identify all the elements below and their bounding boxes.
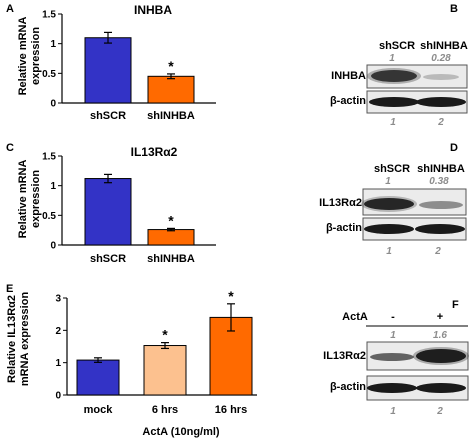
chart-a-ylabel-line1: Relative mRNA (17, 17, 29, 96)
chart-c-significance-star: * (168, 212, 174, 228)
chart-e-ytick-label: 3 (55, 294, 61, 305)
blot-b-row1-label: INHBA (331, 70, 366, 82)
panel-letter-a: A (6, 3, 14, 15)
blot-d-row1-label: IL13Rα2 (319, 197, 362, 209)
chart-a-ytick-label: 0 (50, 99, 56, 110)
blot-b-quant-1: 1 (389, 53, 395, 64)
chart-a-ytick-label: 1 (50, 39, 56, 50)
chart-e-ytick-label: 2 (55, 326, 61, 337)
blot-d-quant-1: 1 (385, 176, 391, 187)
chart-a-ylabel-line2: expression (30, 27, 42, 85)
blot-f-lane-1-label: - (391, 311, 395, 323)
blot-f-quant-1: 1 (390, 330, 396, 341)
blot-f-lane-number-1: 1 (390, 406, 396, 417)
chart-a-bar (84, 37, 132, 104)
blot-b-lane-2-label: shINHBA (420, 40, 468, 52)
blot-b-band-row-2 (366, 90, 468, 114)
panel-letter-c: C (6, 142, 14, 154)
panel-c: C Relative mRNA expression IL13Rα2 0 0.5 1… (6, 142, 216, 265)
chart-a-category-label: shSCR (90, 110, 126, 122)
chart-c-ytick-label: 0 (50, 241, 56, 252)
panel-letter-e: E (6, 283, 13, 295)
chart-c-title: IL13Rα2 (131, 145, 178, 159)
blot-d-lane-1-label: shSCR (374, 163, 410, 175)
chart-e-category-label: 16 hrs (215, 404, 247, 416)
blot-d-band-row-1 (361, 188, 467, 216)
chart-e-category-label: mock (84, 404, 114, 416)
chart-c-category-label: shINHBA (147, 253, 195, 265)
chart-a-ytick-label: 1.5 (42, 10, 56, 21)
chart-e-significance-star: * (162, 327, 168, 343)
blot-f-lane-number-2: 2 (436, 406, 443, 417)
chart-e-ylabel-line2: mRNA expression (19, 292, 31, 387)
chart-c-ytick-label: 1.5 (42, 152, 56, 163)
chart-c-ytick-label: 0.5 (42, 211, 56, 222)
blot-f-lane-2-label: + (437, 311, 443, 323)
blot-b-quant-2: 0.28 (431, 53, 451, 64)
blot-b-lane-number-1: 1 (390, 117, 396, 128)
chart-a-significance-star: * (168, 58, 174, 74)
blot-d-band-row-2 (362, 217, 467, 241)
chart-a-bar (147, 75, 195, 104)
chart-c-plot: 0 0.5 1 1.5 shSCR * shINHBA (42, 152, 216, 265)
blot-d-lane-number-1: 1 (386, 246, 392, 257)
chart-c-bar (84, 178, 132, 246)
blot-b-row2-label: β-actin (330, 95, 366, 107)
blot-b-lane-number-2: 2 (437, 117, 444, 128)
blot-f-band-row-1 (366, 341, 469, 371)
chart-e-ylabel-line1: Relative IL13Rα2 (6, 295, 18, 383)
chart-e-bar (143, 345, 187, 396)
panel-f: F ActA - + 1 1.6 IL13Rα2 β-actin 1 2 (323, 299, 469, 417)
chart-c-ytick-label: 1 (50, 181, 56, 192)
panel-e: E Relative IL13Rα2 mRNA expression 0 1 2 3 m… (6, 283, 257, 438)
chart-c-ylabel-line2: expression (30, 170, 42, 228)
panel-letter-b: B (450, 3, 458, 15)
chart-c-bar (147, 229, 195, 246)
chart-e-ytick-label: 0 (55, 391, 61, 402)
panel-letter-d: D (450, 142, 458, 154)
chart-c-ylabel-line1: Relative mRNA (17, 160, 29, 239)
chart-a-plot: 0 0.5 1 1.5 shSCR * shINHBA (42, 10, 216, 122)
chart-e-significance-star: * (228, 288, 234, 304)
blot-d-row2-label: β-actin (326, 222, 362, 234)
panel-letter-f: F (452, 299, 459, 311)
blot-d-lane-2-label: shINHBA (417, 163, 465, 175)
chart-e-xlabel: ActA (10ng/ml) (142, 426, 220, 438)
chart-c-category-label: shSCR (90, 253, 126, 265)
chart-a-title: INHBA (134, 3, 172, 17)
blot-f-row2-label: β-actin (330, 381, 366, 393)
blot-d-quant-2: 0.38 (429, 176, 449, 187)
chart-a-ytick-label: 0.5 (42, 69, 56, 80)
blot-f-quant-2: 1.6 (433, 330, 447, 341)
chart-a-category-label: shINHBA (147, 110, 195, 122)
chart-e-bar (76, 359, 120, 396)
chart-e-category-label: 6 hrs (152, 404, 178, 416)
panel-b: B shSCR shINHBA 1 0.28 INHBA β-actin 1 2 (330, 3, 468, 128)
blot-b-band-row-1 (366, 64, 468, 89)
blot-f-row1-label: IL13Rα2 (323, 350, 366, 362)
panel-d: D shSCR shINHBA 1 0.38 IL13Rα2 β-actin 1… (319, 142, 467, 257)
blot-f-band-row-2 (366, 375, 469, 401)
blot-d-lane-number-2: 2 (434, 246, 441, 257)
panel-a: A Relative mRNA expression INHBA 0 0.5 1 1.… (6, 3, 216, 122)
chart-e-plot: 0 1 2 3 mock * 6 hrs * 16 hrs (55, 288, 257, 416)
chart-e-ytick-label: 1 (55, 358, 61, 369)
blot-f-treatment-label: ActA (342, 311, 368, 323)
blot-b-lane-1-label: shSCR (379, 40, 415, 52)
